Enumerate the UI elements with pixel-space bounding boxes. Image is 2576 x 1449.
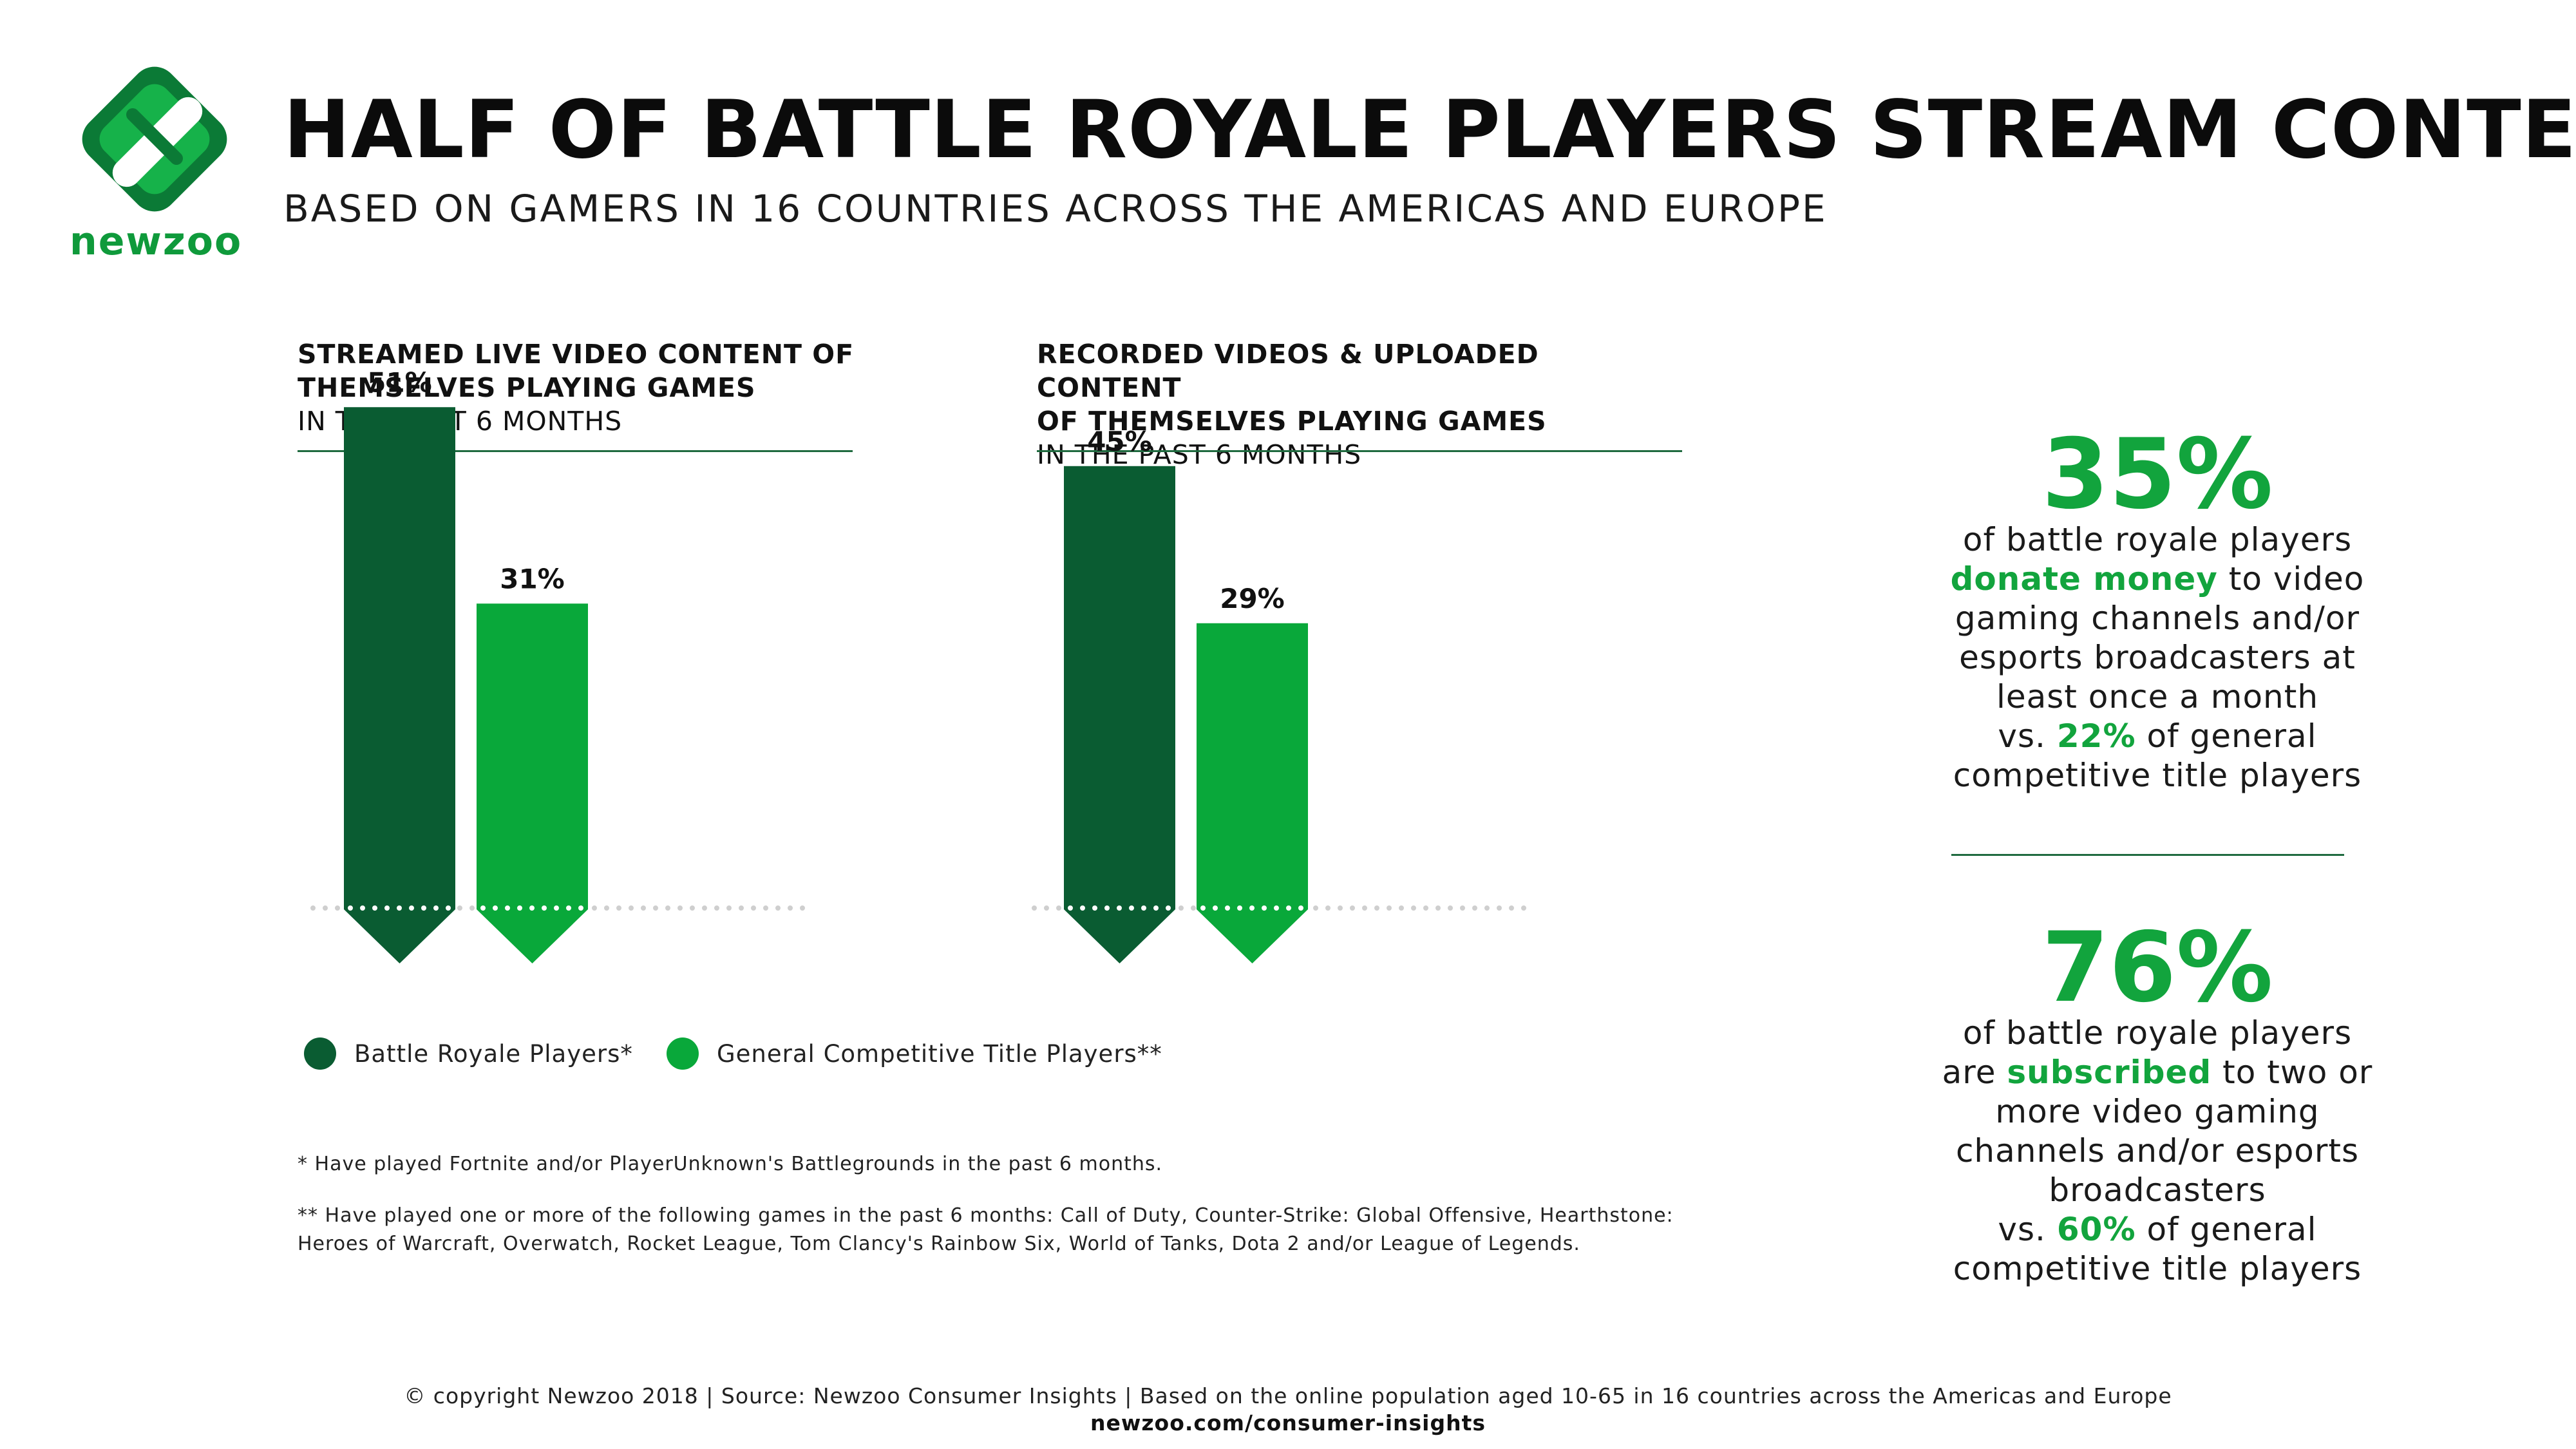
stat1-line5: least once a month	[1996, 678, 2319, 715]
copyright-text: © copyright Newzoo 2018 | Source: Newzoo…	[404, 1383, 2172, 1408]
stat2-highlight: subscribed	[2007, 1054, 2212, 1091]
chart2-bar-general-competitive	[1197, 623, 1308, 963]
stat2-line6: vs. 60% of general	[1919, 1210, 2396, 1249]
chart2-heading-line1: RECORDED VIDEOS & UPLOADED CONTENT	[1037, 339, 1539, 403]
chart1-heading-line1: STREAMED LIVE VIDEO CONTENT OF	[298, 339, 855, 370]
stat2-text: of battle royale players are subscribed …	[1919, 1014, 2396, 1289]
chart2-bar-battle-royale	[1064, 466, 1175, 963]
legend-swatch-general-competitive	[667, 1037, 699, 1070]
footnote-2-line1: ** Have played one or more of the follow…	[298, 1204, 1674, 1227]
legend-label-general-competitive: General Competitive Title Players**	[717, 1039, 1162, 1068]
stat2-line2-pre: are	[1942, 1054, 2007, 1091]
stat1-line6-pre: vs.	[1998, 717, 2057, 755]
page-subtitle: BASED ON GAMERS IN 16 COUNTRIES ACROSS T…	[283, 187, 1828, 231]
logo-wordmark: newzoo	[70, 219, 243, 264]
stat1-line2-rest: to video	[2217, 560, 2365, 598]
stat2-compare-value: 60%	[2056, 1211, 2136, 1248]
stat1-compare-value: 22%	[2056, 717, 2136, 755]
chart2-value-label-1: 45%	[1087, 426, 1152, 457]
legend-label-battle-royale: Battle Royale Players*	[354, 1039, 633, 1068]
stat1-text: of battle royale players donate money to…	[1919, 520, 2396, 795]
footnote-2: ** Have played one or more of the follow…	[298, 1202, 1674, 1258]
stat2-line5: broadcasters	[2049, 1171, 2266, 1209]
footnote-1: * Have played Fortnite and/or PlayerUnkn…	[298, 1153, 1163, 1175]
stat1-line1: of battle royale players	[1962, 521, 2353, 558]
stat2-line6-pre: vs.	[1998, 1211, 2057, 1248]
legend-item-general-competitive: General Competitive Title Players**	[667, 1034, 1162, 1073]
stat1-line6: vs. 22% of general	[1919, 717, 2396, 756]
chart1-bar-battle-royale	[344, 407, 455, 963]
chart1-heading: STREAMED LIVE VIDEO CONTENT OF THEMSELVE…	[298, 337, 942, 438]
chart2-heading-line2: OF THEMSELVES PLAYING GAMES	[1037, 406, 1547, 437]
stat1-line2: donate money to video	[1919, 560, 2396, 599]
chart1-bar-general-competitive	[477, 603, 588, 963]
stat1-line3: gaming channels and/or	[1955, 600, 2360, 637]
chart1-value-label-2: 31%	[500, 563, 565, 594]
legend-item-battle-royale: Battle Royale Players*	[304, 1034, 633, 1073]
stat2-line4: channels and/or esports	[1955, 1132, 2360, 1170]
stat2-line2: are subscribed to two or	[1919, 1053, 2396, 1092]
chart1-value-label-1: 51%	[367, 366, 432, 398]
legend-swatch-battle-royale	[304, 1037, 336, 1070]
stat2-line6-post: of general	[2136, 1211, 2317, 1248]
stat1-line6-post: of general	[2136, 717, 2317, 755]
page-title: HALF OF BATTLE ROYALE PLAYERS STREAM CON…	[283, 84, 2576, 176]
chart1-heading-line2: THEMSELVES PLAYING GAMES	[298, 372, 756, 403]
stat2-line3: more video gaming	[1995, 1093, 2320, 1130]
stat1-line4: esports broadcasters at	[1959, 639, 2356, 676]
stat2-line1: of battle royale players	[1962, 1014, 2353, 1052]
footnote-2-line2: Heroes of Warcraft, Overwatch, Rocket Le…	[298, 1233, 1580, 1255]
newzoo-logo-icon	[82, 66, 227, 212]
stat1-line7: competitive title players	[1953, 757, 2362, 794]
chart2-value-label-2: 29%	[1220, 583, 1285, 614]
chart2-heading-sub: IN THE PAST 6 MONTHS	[1037, 439, 1362, 470]
chart2-heading: RECORDED VIDEOS & UPLOADED CONTENT OF TH…	[1037, 337, 1681, 471]
stat1-value: 35%	[2041, 419, 2273, 531]
chart2-divider	[1037, 450, 1682, 452]
stats-divider	[1951, 854, 2344, 856]
stat2-line2-rest: to two or	[2211, 1054, 2373, 1091]
stat1-highlight: donate money	[1950, 560, 2218, 598]
website-link[interactable]: newzoo.com/consumer-insights	[1090, 1410, 1486, 1435]
stat2-line7: competitive title players	[1953, 1250, 2362, 1287]
stat2-value: 76%	[2041, 912, 2273, 1024]
chart1-divider	[298, 450, 853, 452]
